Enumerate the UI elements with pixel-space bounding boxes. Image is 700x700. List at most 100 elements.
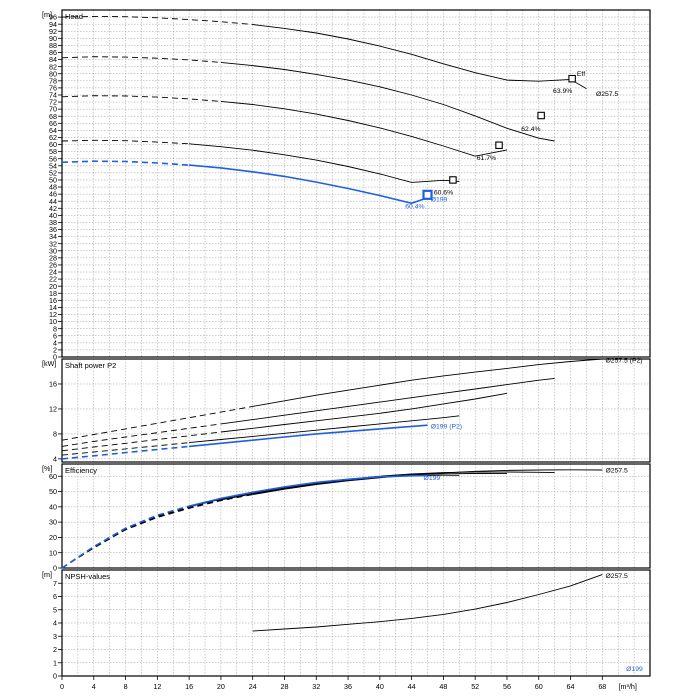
y-tick-label: 28 [49, 253, 57, 262]
y-tick-label: 88 [49, 41, 57, 50]
y-tick-label: 6 [53, 592, 57, 601]
series-line-dashed [61, 56, 221, 63]
panel-frame-efficiency [61, 463, 651, 569]
series-line-dashed [61, 494, 253, 569]
y-tick-label: 60 [49, 472, 57, 481]
y-tick-label: 2 [53, 645, 57, 654]
y-tick-label: 90 [49, 34, 57, 43]
curve-annotation: 60.4% [405, 204, 424, 211]
y-tick-label: 58 [49, 147, 57, 156]
y-tick-label: 0 [53, 564, 57, 573]
y-tick-label: 92 [49, 27, 57, 36]
series-line [189, 143, 460, 183]
y-tick-label: 30 [49, 518, 57, 527]
curve-annotation: Ø257.5 [606, 573, 629, 580]
y-unit-label: [%] [42, 464, 52, 473]
series-line [189, 424, 428, 448]
y-tick-label: 66 [49, 119, 57, 128]
y-tick-label: 3 [53, 632, 57, 641]
y-tick-label: 12 [49, 405, 57, 414]
y-tick-label: 1 [53, 658, 57, 667]
x-tick-label: 56 [503, 682, 511, 691]
series-line [189, 164, 428, 205]
series-line-dashed [61, 431, 221, 452]
x-tick-label: 0 [60, 682, 64, 691]
curve-annotation: Ø257.5 [596, 91, 619, 98]
series-line-dashed [61, 95, 221, 102]
y-tick-label: 14 [49, 303, 57, 312]
x-tick-label: 48 [439, 682, 447, 691]
y-tick-label: 24 [49, 268, 57, 277]
y-tick-label: 48 [49, 183, 57, 192]
series-line-dashed [61, 405, 253, 441]
series-line [220, 377, 555, 425]
y-tick-label: 34 [49, 232, 57, 241]
y-tick-label: 0 [53, 353, 57, 362]
x-tick-label: 12 [153, 682, 161, 691]
y-tick-label: 44 [49, 197, 57, 206]
series-line-dashed [61, 445, 190, 460]
y-tick-label: 30 [49, 246, 57, 255]
series-line [252, 24, 587, 89]
y-tick-label: 60 [49, 140, 57, 149]
series-line [220, 61, 555, 142]
y-tick-label: 8 [53, 324, 57, 333]
y-tick-label: 22 [49, 275, 57, 284]
y-unit-label: [m] [42, 570, 52, 579]
y-tick-label: 6 [53, 331, 57, 340]
efficiency-marker [449, 176, 457, 184]
x-tick-label: 60 [535, 682, 543, 691]
x-tick-label: 16 [185, 682, 193, 691]
curve-annotation: 61.7% [477, 155, 496, 162]
y-tick-label: 42 [49, 204, 57, 213]
panel-frame-head [61, 9, 651, 358]
panel-frame-npsh [61, 569, 651, 677]
y-tick-label: 2 [53, 346, 57, 355]
y-tick-label: 0 [53, 672, 57, 681]
series-line [189, 415, 460, 444]
y-tick-label: 54 [49, 161, 57, 170]
series-line [188, 474, 460, 508]
x-tick-label: 52 [471, 682, 479, 691]
y-tick-label: 16 [49, 296, 57, 305]
y-tick-label: 52 [49, 168, 57, 177]
curve-annotation: 60.6% [434, 189, 453, 196]
panel-title: Shaft power P2 [65, 361, 116, 370]
series-line [252, 574, 603, 632]
curve-annotation: Ø257.5 [606, 467, 629, 474]
series-line [252, 358, 603, 407]
y-tick-label: 26 [49, 261, 57, 270]
y-tick-label: 10 [49, 317, 57, 326]
y-tick-label: 96 [49, 13, 57, 22]
curve-annotation: Ø199 [431, 197, 448, 204]
panel-title: NPSH-values [65, 572, 110, 581]
y-tick-label: 18 [49, 289, 57, 298]
curve-annotation: 63.9% [553, 88, 572, 95]
y-tick-label: 62 [49, 133, 57, 142]
x-tick-label: 64 [567, 682, 575, 691]
y-tick-label: 72 [49, 98, 57, 107]
y-tick-label: 82 [49, 62, 57, 71]
y-tick-label: 70 [49, 105, 57, 114]
y-tick-label: 84 [49, 55, 57, 64]
curve-annotation: Ø199 [626, 666, 643, 673]
y-tick-label: 5 [53, 605, 57, 614]
x-unit-label: [m³/h] [619, 682, 637, 691]
efficiency-marker [568, 74, 576, 83]
series-line [220, 100, 508, 157]
series-line-dashed [61, 15, 253, 25]
y-tick-label: 80 [49, 69, 57, 78]
curve-annotation: Eff [577, 71, 585, 78]
y-tick-label: 4 [53, 454, 57, 463]
y-unit-label: [m] [42, 10, 52, 19]
x-tick-label: 8 [124, 682, 128, 691]
y-tick-label: 40 [49, 211, 57, 220]
y-tick-label: 4 [53, 619, 57, 628]
x-tick-label: 36 [344, 682, 352, 691]
series-line [220, 392, 508, 433]
x-tick-label: 44 [408, 682, 416, 691]
x-tick-label: 40 [376, 682, 384, 691]
y-tick-label: 8 [53, 430, 57, 439]
series-line-dashed [61, 505, 190, 569]
y-tick-label: 74 [49, 91, 57, 100]
